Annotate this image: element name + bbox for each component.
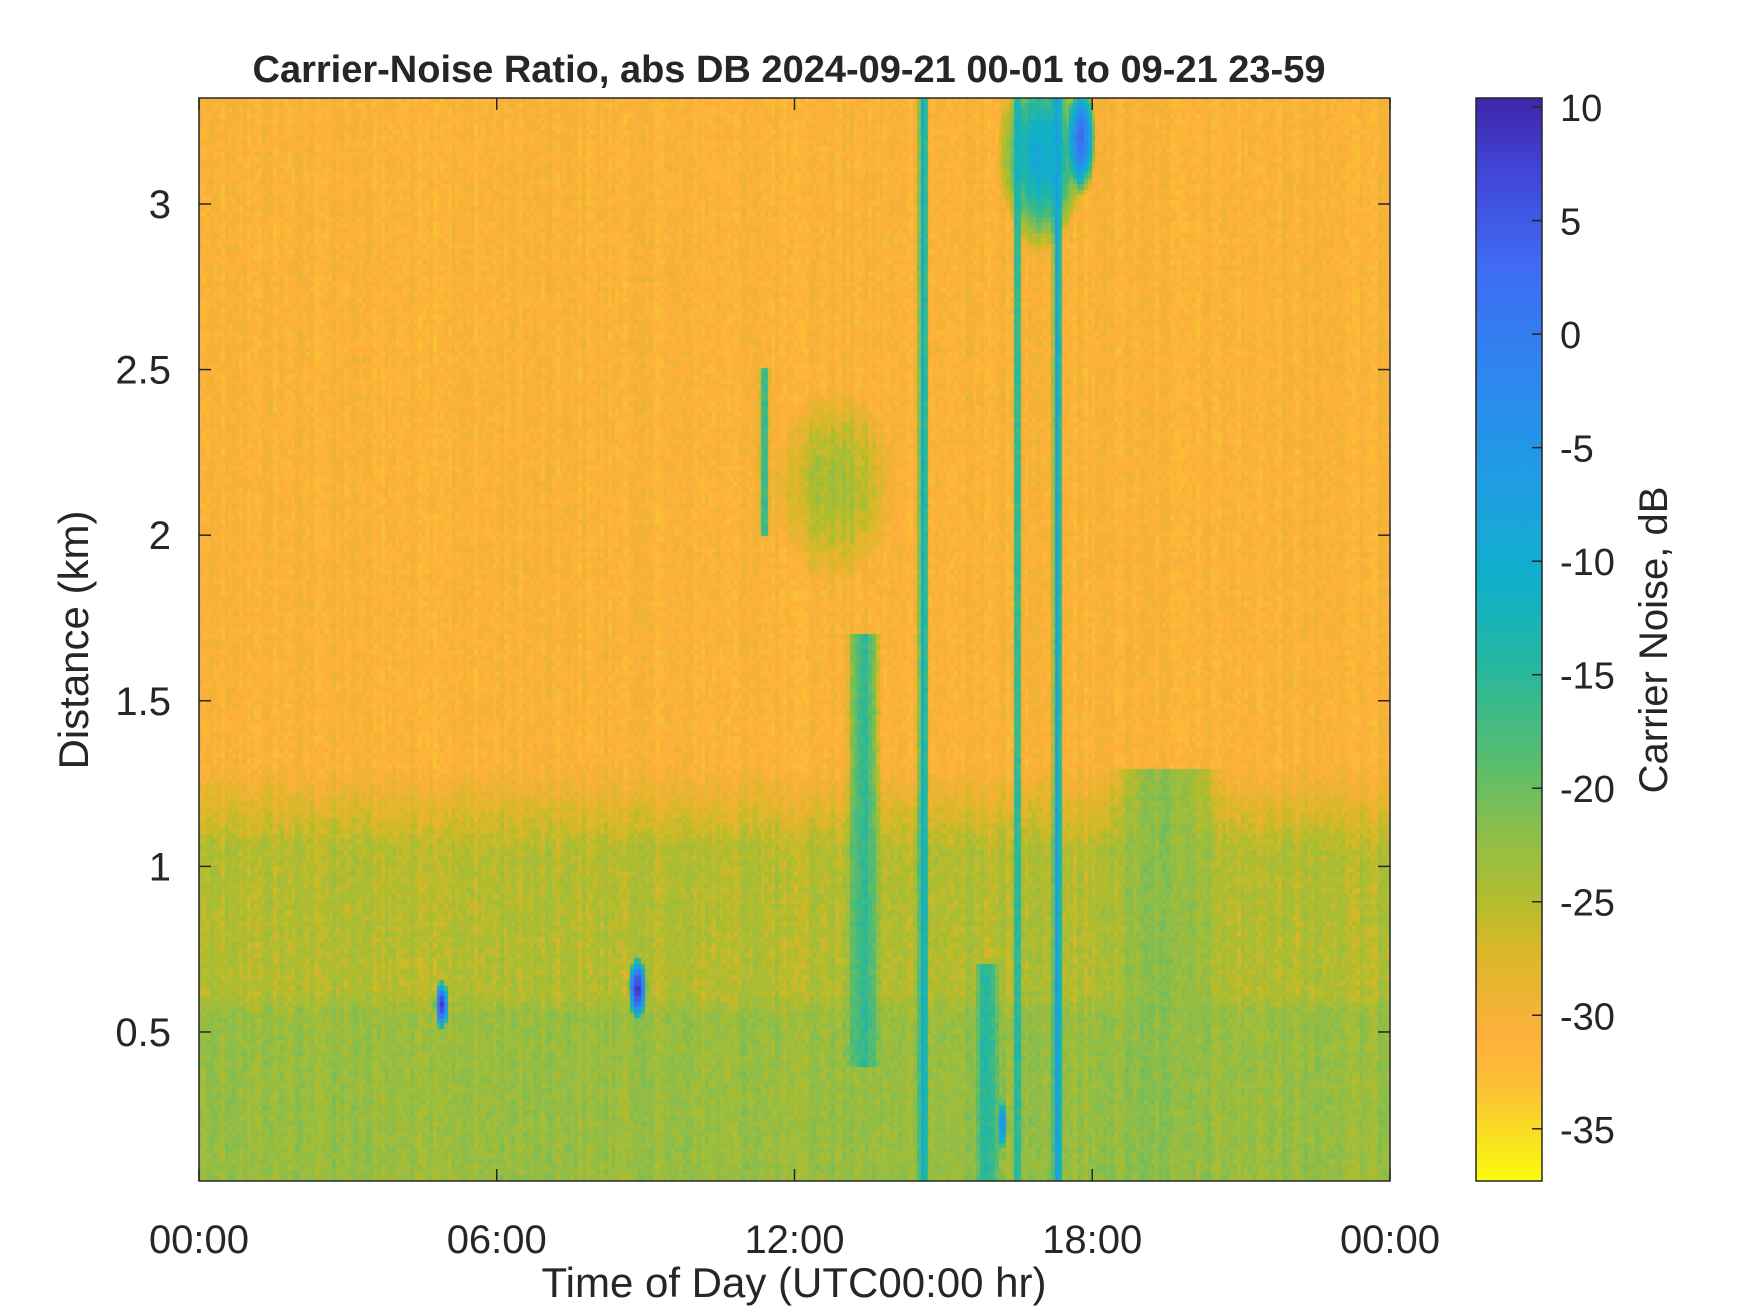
y-tick-label: 0.5 [115,1011,171,1055]
x-tick-label: 18:00 [1042,1218,1142,1262]
y-tick-label: 1.5 [115,680,171,724]
heatmap-canvas [199,98,1390,1181]
colorbar-tick-label: -10 [1560,542,1615,584]
colorbar-tick-label: 10 [1560,88,1602,130]
chart-title: Carrier-Noise Ratio, abs DB 2024-09-21 0… [253,49,1326,91]
x-tick-label: 06:00 [447,1218,547,1262]
colorbar-label: Carrier Noise, dB [1632,487,1676,794]
colorbar-ticks: 10 5 0 -5 -10 -15 -20 -25 -30 -35 [1532,88,1615,1152]
y-axis: 0.5 1 1.5 2 2.5 3 [115,183,1390,1055]
colorbar-tick-label: -25 [1560,883,1615,925]
x-tick-label: 00:00 [1340,1218,1440,1262]
colorbar-tick-label: -30 [1560,996,1615,1038]
x-tick-label: 00:00 [149,1218,249,1262]
y-tick-label: 2 [149,514,171,558]
colorbar-tick-label: -20 [1560,769,1615,811]
y-tick-label: 1 [149,845,171,889]
colorbar-scale [1475,97,1543,1182]
colorbar-tick-label: 5 [1560,202,1581,244]
y-tick-label: 2.5 [115,349,171,393]
heatmap-image [199,98,1390,1181]
y-tick-label: 3 [149,183,171,227]
colorbar: 10 5 0 -5 -10 -15 -20 -25 -30 -35 Carrier Noise, … [1475,88,1676,1182]
x-axis: 00:00 06:00 12:00 18:00 00:00 [149,98,1440,1262]
colorbar-tick-label: -15 [1560,656,1615,698]
x-tick-label: 12:00 [744,1218,844,1262]
colorbar-tick-label: -5 [1560,429,1594,471]
colorbar-tick-label: 0 [1560,315,1581,357]
x-axis-label: Time of Day (UTC00:00 hr) [542,1259,1047,1306]
y-axis-label: Distance (km) [50,510,97,769]
colorbar-tick-label: -35 [1560,1110,1615,1152]
heatmap-plot-area [198,97,1391,1182]
